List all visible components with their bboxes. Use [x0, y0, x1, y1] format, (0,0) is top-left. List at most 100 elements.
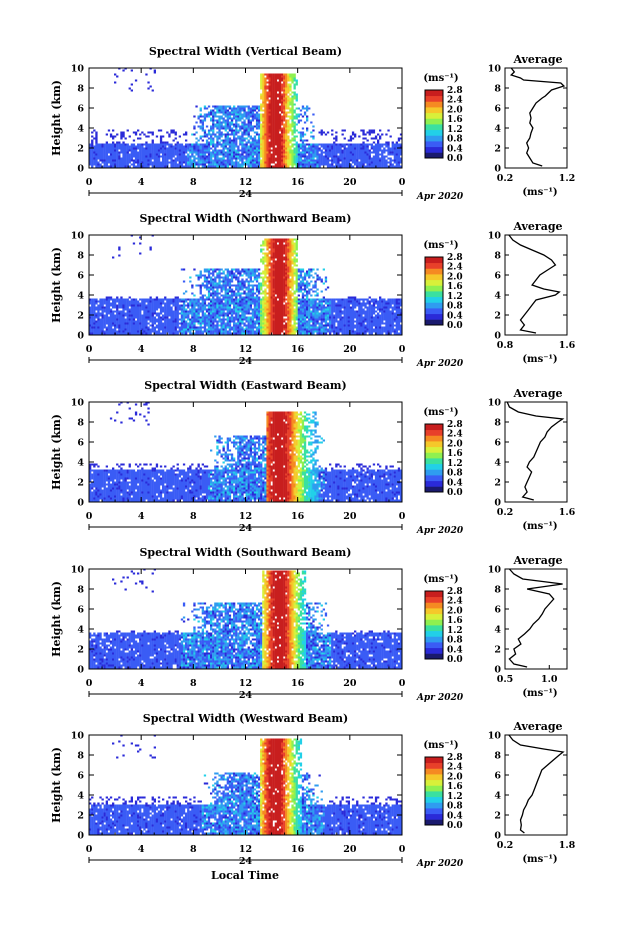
- heatmap-cell: [343, 137, 346, 140]
- heatmap-cell: [130, 89, 133, 92]
- heatmap-cell: [278, 97, 282, 100]
- heatmap-cell: [193, 161, 196, 164]
- heatmap-cell: [164, 312, 167, 315]
- heatmap-cell: [270, 123, 273, 126]
- heatmap-cell: [260, 282, 263, 285]
- heatmap-cell: [176, 143, 179, 146]
- heatmap-cell: [210, 113, 213, 116]
- heatmap-cell: [289, 93, 292, 96]
- heatmap-cell: [218, 286, 221, 289]
- heatmap-cell: [130, 330, 133, 333]
- heatmap-cell: [268, 260, 271, 263]
- heatmap-cell: [247, 159, 250, 162]
- heatmap-cell: [249, 292, 252, 295]
- heatmap-cell: [99, 159, 102, 162]
- heatmap-cell: [260, 77, 263, 80]
- heatmap-cell: [255, 145, 259, 148]
- heatmap-cell: [132, 242, 136, 245]
- heatmap-cell: [199, 115, 202, 118]
- heatmap-cell: [345, 157, 348, 160]
- heatmap-cell: [255, 284, 259, 287]
- heatmap-cell: [241, 308, 244, 311]
- heatmap-cell: [226, 274, 229, 277]
- heatmap-cell: [299, 161, 303, 164]
- heatmap-cell: [95, 302, 98, 305]
- heatmap-cell: [222, 282, 225, 285]
- heatmap-cell: [137, 153, 140, 156]
- heatmap-cell: [99, 330, 102, 333]
- heatmap-cell: [243, 131, 246, 134]
- heatmap-cell: [272, 101, 275, 104]
- heatmap-cell: [205, 278, 209, 281]
- heatmap-cell: [245, 147, 248, 150]
- heatmap-cell: [381, 133, 384, 136]
- heatmap-cell: [226, 320, 229, 323]
- heatmap-cell: [272, 330, 275, 333]
- heatmap-cell: [159, 324, 163, 327]
- heatmap-cell: [203, 129, 207, 132]
- heatmap-cell: [120, 306, 123, 309]
- heatmap-cell: [143, 143, 146, 146]
- y-tick-label: 10: [71, 64, 85, 75]
- heatmap-cell: [147, 155, 150, 158]
- heatmap-cell: [224, 141, 227, 144]
- heatmap-cell: [114, 153, 117, 156]
- heatmap-cell: [239, 306, 242, 309]
- heatmap-cell: [243, 127, 246, 130]
- heatmap-cell: [212, 109, 215, 112]
- heatmap-cell: [214, 282, 217, 285]
- heatmap-cell: [207, 272, 211, 275]
- heatmap-cell: [291, 99, 294, 102]
- heatmap-cell: [274, 278, 277, 281]
- heatmap-cell: [147, 314, 150, 317]
- heatmap-cell: [224, 113, 227, 116]
- heatmap-cell: [210, 157, 213, 160]
- heatmap-cell: [149, 151, 152, 154]
- heatmap-cell: [218, 318, 221, 321]
- heatmap-cell: [249, 121, 252, 124]
- heatmap-cell: [337, 149, 340, 152]
- heatmap-cell: [189, 161, 192, 164]
- heatmap-cell: [141, 300, 144, 303]
- heatmap-cell: [241, 163, 244, 166]
- heatmap-cell: [153, 328, 156, 331]
- heatmap-cell: [95, 131, 98, 134]
- heatmap-cell: [264, 326, 267, 329]
- heatmap-cell: [260, 109, 263, 112]
- heatmap-cell: [370, 157, 373, 160]
- heatmap-cell: [274, 79, 277, 82]
- heatmap-cell: [397, 159, 401, 162]
- heatmap-cell: [101, 326, 104, 329]
- heatmap-cell: [260, 87, 263, 90]
- heatmap-cell: [220, 135, 223, 138]
- heatmap-cell: [266, 147, 269, 150]
- heatmap-cell: [354, 159, 357, 162]
- heatmap-cell: [266, 93, 269, 96]
- heatmap-cell: [270, 109, 273, 112]
- heatmap-cell: [262, 310, 265, 313]
- heatmap-cell: [166, 161, 169, 164]
- heatmap-cell: [109, 310, 113, 313]
- heatmap-cell: [126, 155, 129, 158]
- heatmap-cell: [283, 79, 286, 82]
- heatmap-cell: [130, 312, 133, 315]
- heatmap-cell: [114, 73, 117, 76]
- heatmap-cell: [89, 324, 92, 327]
- heatmap-cell: [293, 121, 296, 124]
- heatmap-cell: [99, 320, 102, 323]
- heatmap-cell: [306, 139, 309, 142]
- heatmap-cell: [182, 280, 186, 283]
- heatmap-cell: [281, 149, 284, 152]
- colorbar-tick-label: 2.8: [447, 86, 463, 96]
- heatmap-cell: [253, 274, 257, 277]
- heatmap-cell: [195, 145, 198, 148]
- heatmap-cell: [270, 326, 273, 329]
- heatmap-cell: [264, 302, 267, 305]
- heatmap-cell: [283, 125, 286, 128]
- heatmap-cell: [268, 131, 271, 134]
- heatmap-cell: [187, 143, 190, 146]
- heatmap-cell: [124, 155, 127, 158]
- heatmap-cell: [89, 159, 92, 162]
- heatmap-cell: [251, 111, 255, 114]
- heatmap-cell: [147, 163, 150, 166]
